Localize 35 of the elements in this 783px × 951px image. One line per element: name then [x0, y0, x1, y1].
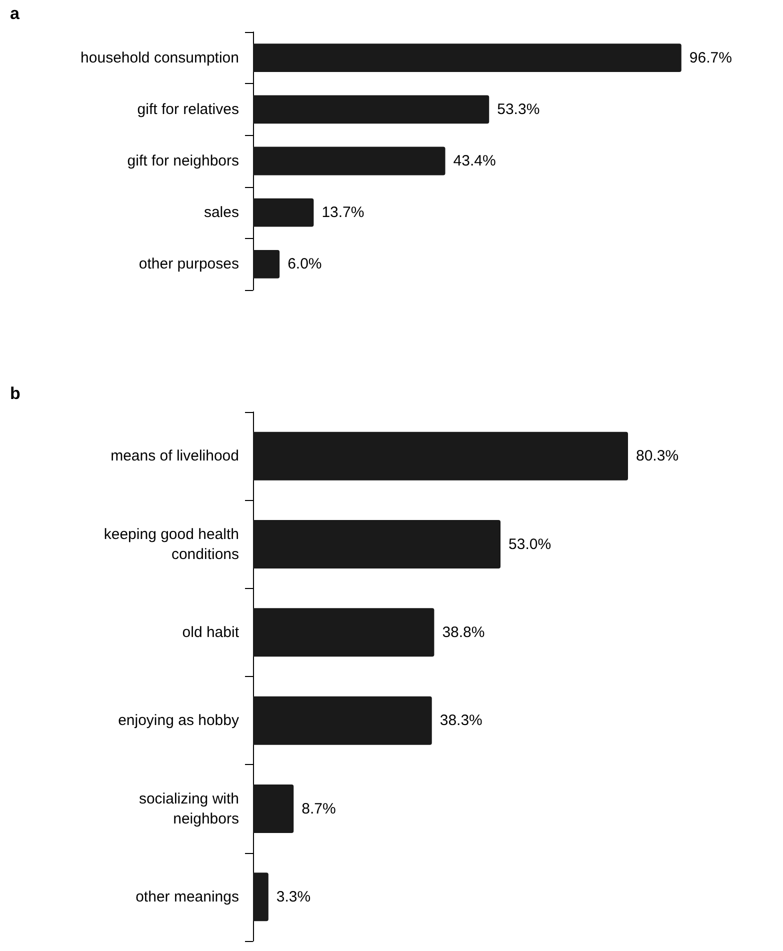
y-tick-label: keeping good health conditions	[104, 526, 239, 563]
bar	[253, 784, 294, 833]
bar	[253, 520, 501, 568]
bar	[253, 608, 434, 657]
data-label: 8.7%	[302, 800, 336, 818]
y-tick-label: gift for relatives	[137, 100, 239, 118]
data-label: 6.0%	[288, 256, 322, 273]
data-label: 53.3%	[497, 100, 540, 118]
bar	[253, 250, 280, 278]
y-tick-label: socializing with neighbors	[138, 790, 239, 828]
data-label: 80.3%	[636, 448, 679, 465]
bar	[253, 872, 268, 922]
bar	[253, 146, 446, 176]
bar	[253, 44, 682, 72]
data-label: 13.7%	[322, 204, 364, 222]
y-tick-label: sales	[204, 204, 239, 222]
bar	[253, 198, 314, 227]
text: a	[10, 4, 20, 23]
y-tick-label: enjoying as hobby	[118, 712, 240, 730]
y-tick-label: other meanings	[136, 888, 239, 906]
bar	[253, 432, 628, 480]
y-tick-label: gift for neighbors	[127, 152, 239, 170]
y-tick-label: household consumption	[80, 49, 239, 66]
data-label: 38.3%	[440, 712, 482, 730]
data-label: 53.0%	[508, 536, 552, 553]
text: b	[10, 384, 20, 403]
data-label: 38.8%	[442, 624, 485, 641]
data-label: 96.7%	[689, 49, 732, 66]
bar	[253, 95, 490, 124]
data-label: 3.3%	[276, 888, 311, 906]
data-label: 43.4%	[453, 152, 496, 170]
y-tick-label: means of livelihood	[110, 448, 239, 465]
y-tick-label: other purposes	[138, 256, 239, 273]
y-tick-label: old habit	[182, 624, 240, 641]
bar	[253, 696, 432, 745]
